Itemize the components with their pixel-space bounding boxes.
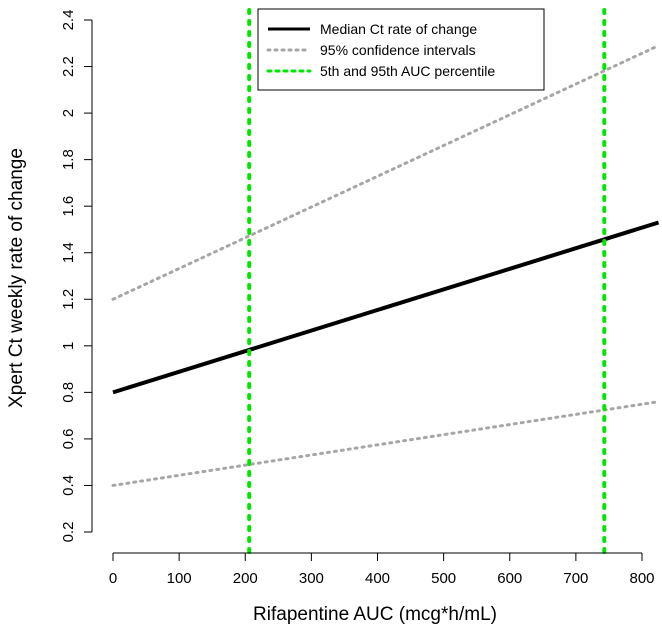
x-tick-label: 800 <box>629 570 654 587</box>
x-tick-label: 700 <box>563 570 588 587</box>
x-tick-label: 600 <box>497 570 522 587</box>
y-tick-label: 0.4 <box>60 475 77 496</box>
y-axis: 0.2 0.4 0.6 0.8 1 1.2 1.4 1.6 1.8 2 2.2 2.4 <box>60 10 93 543</box>
legend-label-percentile: 5th and 95th AUC percentile <box>320 63 495 79</box>
y-tick-label: 1.2 <box>60 289 77 310</box>
x-axis-label: Rifapentine AUC (mcg*h/mL) <box>253 604 497 625</box>
ci-upper-line <box>111 44 661 301</box>
x-tick-label: 500 <box>431 570 456 587</box>
y-tick-label: 2 <box>60 109 77 117</box>
ci-lower-line <box>111 400 661 487</box>
x-tick-label: 400 <box>365 570 390 587</box>
y-axis-label: Xpert Ct weekly rate of change <box>6 148 27 408</box>
y-tick-label: 1.4 <box>60 242 77 263</box>
y-tick-label: 2.2 <box>60 56 77 77</box>
x-axis: 0 100 200 300 400 500 600 700 800 <box>109 552 655 587</box>
y-tick-label: 1.8 <box>60 149 77 170</box>
legend-label-median: Median Ct rate of change <box>320 21 477 37</box>
plot-area <box>111 8 661 555</box>
x-tick-label: 100 <box>167 570 192 587</box>
y-tick-label: 0.2 <box>60 522 77 543</box>
y-tick-label: 1 <box>60 342 77 350</box>
x-tick-label: 200 <box>233 570 258 587</box>
y-tick-label: 0.8 <box>60 382 77 403</box>
y-tick-label: 1.6 <box>60 196 77 217</box>
x-tick-label: 300 <box>299 570 324 587</box>
x-tick-label: 0 <box>109 570 117 587</box>
y-tick-label: 0.6 <box>60 428 77 449</box>
median-line <box>112 220 660 395</box>
legend-label-ci: 95% confidence intervals <box>320 42 476 58</box>
y-tick-label: 2.4 <box>60 10 77 31</box>
legend: Median Ct rate of change 95% confidence … <box>257 8 545 91</box>
